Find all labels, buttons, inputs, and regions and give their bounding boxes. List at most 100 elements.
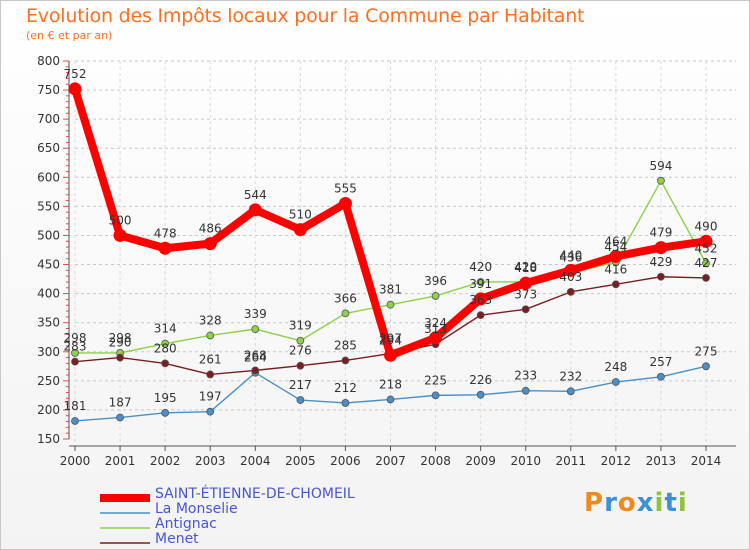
data-point xyxy=(251,325,260,333)
x-tick-label: 2006 xyxy=(330,454,361,468)
legend-swatch-antignac xyxy=(100,527,150,529)
y-tick-label: 800 xyxy=(37,54,60,68)
legend-swatch-la-monselie xyxy=(100,512,150,514)
data-point xyxy=(113,228,127,242)
data-label: 314 xyxy=(154,322,177,336)
data-label: 436 xyxy=(559,251,582,265)
data-point xyxy=(609,249,623,263)
data-label: 294 xyxy=(379,333,402,347)
data-point xyxy=(476,390,485,399)
data-point xyxy=(116,353,124,362)
data-point xyxy=(68,82,82,96)
y-tick-label: 650 xyxy=(37,141,60,155)
x-tick-label: 2000 xyxy=(60,454,91,468)
legend-swatch-menet xyxy=(100,542,150,544)
y-tick-label: 750 xyxy=(37,83,60,97)
data-label: 248 xyxy=(604,360,627,374)
data-point xyxy=(474,292,488,306)
data-point xyxy=(702,362,710,371)
data-point xyxy=(657,272,665,281)
data-label: 225 xyxy=(424,373,447,387)
data-label: 328 xyxy=(199,313,222,327)
data-point xyxy=(248,203,262,217)
data-label: 594 xyxy=(649,159,672,173)
proxiti-logo: Proxiti xyxy=(584,488,688,518)
data-point xyxy=(296,396,305,404)
y-tick-label: 300 xyxy=(37,345,60,359)
data-point xyxy=(296,336,305,345)
data-point xyxy=(657,372,665,381)
y-tick-label: 250 xyxy=(37,374,60,388)
x-tick-label: 2005 xyxy=(285,454,316,468)
y-tick-label: 600 xyxy=(37,170,60,184)
y-tick-label: 550 xyxy=(37,199,60,213)
data-label: 555 xyxy=(334,181,357,195)
chart-subtitle: (en € et par an) xyxy=(26,29,113,42)
data-point xyxy=(341,399,350,407)
data-label: 391 xyxy=(469,277,492,291)
data-label: 319 xyxy=(289,319,312,333)
data-label: 197 xyxy=(199,390,222,404)
data-point xyxy=(206,370,215,379)
data-label: 366 xyxy=(334,291,357,305)
x-tick-label: 2009 xyxy=(465,454,496,468)
data-label: 420 xyxy=(469,260,492,274)
data-point xyxy=(429,331,443,345)
data-label: 283 xyxy=(64,340,87,354)
data-label: 752 xyxy=(64,67,87,81)
data-label: 479 xyxy=(649,226,672,240)
data-label: 464 xyxy=(604,234,627,248)
legend-item-saint-etienne[interactable]: SAINT-ÉTIENNE-DE-CHOMEIL xyxy=(100,486,500,502)
data-point xyxy=(71,349,79,357)
y-tick-label: 450 xyxy=(37,258,60,272)
data-label: 452 xyxy=(695,241,718,255)
data-point xyxy=(161,339,170,348)
data-point xyxy=(611,378,620,386)
x-tick-label: 2008 xyxy=(420,454,451,468)
legend-item-antignac[interactable]: Antignac xyxy=(100,516,500,532)
data-label: 544 xyxy=(244,188,267,202)
data-point xyxy=(293,223,307,237)
data-label: 486 xyxy=(199,222,222,236)
x-tick-label: 2010 xyxy=(510,454,541,468)
y-tick-label: 400 xyxy=(37,287,60,301)
data-point xyxy=(476,311,485,320)
data-label: 454 xyxy=(604,240,627,254)
data-label: 297 xyxy=(379,332,402,346)
data-label: 187 xyxy=(109,395,132,409)
data-point xyxy=(566,287,575,296)
data-label: 313 xyxy=(424,322,447,336)
data-label: 268 xyxy=(244,348,267,362)
data-point xyxy=(71,357,79,366)
data-label: 181 xyxy=(64,399,87,413)
chart-title: Evolution des Impôts locaux pour la Comm… xyxy=(26,5,585,27)
data-point xyxy=(521,305,530,314)
data-point xyxy=(206,407,215,416)
data-label: 363 xyxy=(469,293,492,307)
data-label: 420 xyxy=(514,260,537,274)
data-label: 261 xyxy=(199,352,222,366)
data-label: 440 xyxy=(559,248,582,262)
data-point xyxy=(386,300,395,309)
data-point xyxy=(206,331,215,340)
x-tick-label: 2012 xyxy=(601,454,632,468)
data-label: 290 xyxy=(109,336,132,350)
data-label: 275 xyxy=(695,344,718,358)
data-point xyxy=(296,361,305,370)
data-point xyxy=(519,276,533,290)
legend-item-la-monselie[interactable]: La Monselie xyxy=(100,501,500,517)
legend-label: La Monselie xyxy=(155,501,238,517)
data-point xyxy=(71,417,79,425)
data-label: 276 xyxy=(289,344,312,358)
data-point xyxy=(386,395,395,404)
axis-layer: 150 200 250 300 350 400 450 500 550 600 650 700 750 8… xyxy=(37,54,736,468)
data-point xyxy=(702,274,710,282)
legend-item-menet[interactable]: Menet xyxy=(100,531,500,547)
data-label: 403 xyxy=(559,270,582,284)
y-tick-label: 150 xyxy=(37,432,60,446)
data-label: 418 xyxy=(514,261,537,275)
x-tick-label: 2011 xyxy=(556,454,587,468)
data-point xyxy=(657,176,665,185)
